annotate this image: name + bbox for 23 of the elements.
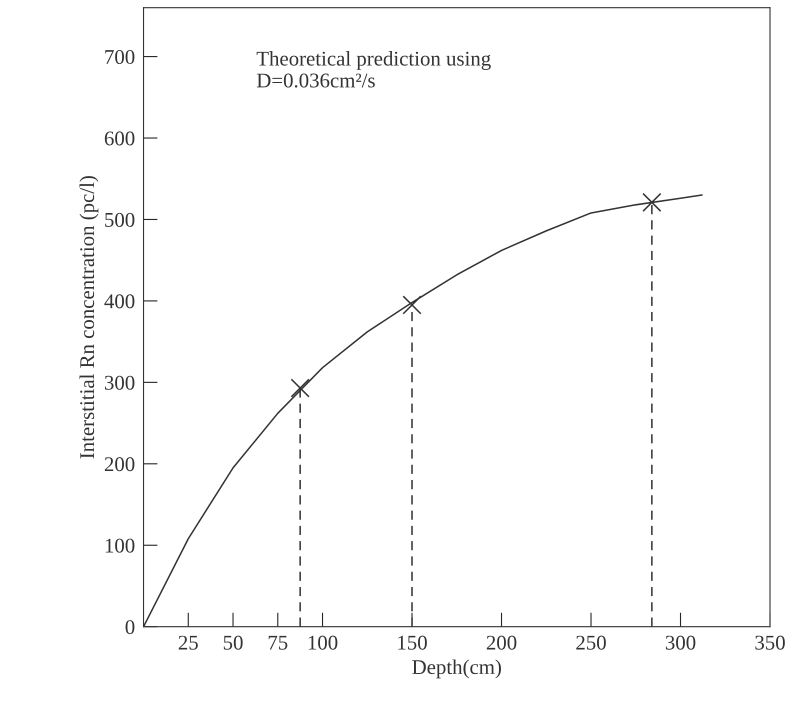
y-tick-label: 500 [105,212,134,227]
y-tick-label: 300 [104,376,134,390]
point [642,192,662,212]
point [402,295,422,315]
x-tick-label: 75 [268,636,288,650]
y-axis-title: Interstitial Rn concentration (pc/l) [80,176,98,458]
y-tick-label: 200 [104,457,134,472]
x-tick-label: 50 [224,636,243,650]
x-tick-label: 300 [666,636,696,650]
y-tick-label: 600 [104,131,134,146]
x-tick-label: 25 [178,636,198,650]
y-tick-label: 0 [126,620,134,634]
y-tick-label: 100 [106,538,134,553]
y-tick-label: 400 [104,294,134,308]
x-tick-label: 100 [308,636,338,650]
x-axis-title: Depth(cm) [412,659,501,678]
y-tick-label: 700 [105,50,134,64]
x-tick-label: 150 [398,636,427,650]
x-tick-label: 200 [486,636,516,650]
point [290,378,310,398]
annotation: Theoretical prediction using D=0.036cm²/s [256,51,491,88]
x-tick-label: 350 [755,636,785,650]
x-tick-label: 250 [576,636,606,650]
